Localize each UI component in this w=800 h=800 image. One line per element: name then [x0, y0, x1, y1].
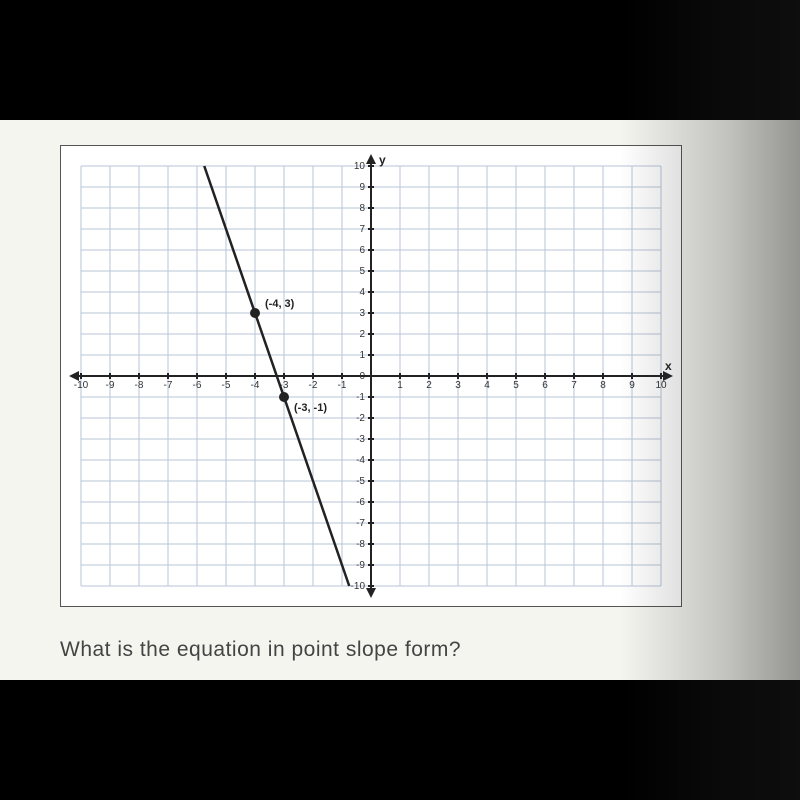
svg-text:1: 1 [397, 380, 403, 391]
svg-text:10: 10 [354, 161, 366, 172]
svg-text:-7: -7 [356, 518, 365, 529]
svg-text:-10: -10 [74, 380, 89, 391]
svg-text:-4: -4 [356, 455, 365, 466]
coordinate-graph: -10-9-8-7-6-5-4-3-2-112345678910-10-9-8-… [60, 145, 682, 607]
svg-text:(-3, -1): (-3, -1) [294, 402, 327, 414]
svg-text:7: 7 [571, 380, 577, 391]
svg-text:4: 4 [359, 287, 365, 298]
svg-text:y: y [379, 153, 386, 167]
svg-text:7: 7 [359, 224, 365, 235]
content-panel: -10-9-8-7-6-5-4-3-2-112345678910-10-9-8-… [0, 120, 800, 680]
svg-text:-4: -4 [251, 380, 260, 391]
svg-text:-8: -8 [135, 380, 144, 391]
svg-text:-10: -10 [351, 581, 366, 592]
svg-text:-8: -8 [356, 539, 365, 550]
svg-text:2: 2 [359, 329, 365, 340]
svg-text:6: 6 [359, 245, 365, 256]
svg-text:-3: -3 [356, 434, 365, 445]
svg-text:1: 1 [359, 350, 365, 361]
svg-text:10: 10 [655, 380, 667, 391]
svg-text:-6: -6 [193, 380, 202, 391]
svg-text:4: 4 [484, 380, 490, 391]
svg-text:-7: -7 [164, 380, 173, 391]
svg-text:5: 5 [513, 380, 519, 391]
svg-text:3: 3 [455, 380, 461, 391]
svg-text:2: 2 [426, 380, 432, 391]
svg-text:-5: -5 [222, 380, 231, 391]
graph-svg: -10-9-8-7-6-5-4-3-2-112345678910-10-9-8-… [61, 146, 681, 606]
svg-text:9: 9 [629, 380, 635, 391]
svg-text:-5: -5 [356, 476, 365, 487]
svg-text:-2: -2 [356, 413, 365, 424]
svg-text:3: 3 [359, 308, 365, 319]
svg-text:-2: -2 [309, 380, 318, 391]
svg-text:-1: -1 [356, 392, 365, 403]
svg-text:0: 0 [359, 371, 365, 382]
svg-text:x: x [665, 359, 672, 373]
svg-text:9: 9 [359, 182, 365, 193]
svg-text:5: 5 [359, 266, 365, 277]
svg-text:-9: -9 [106, 380, 115, 391]
svg-text:6: 6 [542, 380, 548, 391]
svg-text:-6: -6 [356, 497, 365, 508]
svg-text:8: 8 [600, 380, 606, 391]
svg-text:(-4, 3): (-4, 3) [265, 298, 295, 310]
svg-text:-1: -1 [338, 380, 347, 391]
svg-text:-9: -9 [356, 560, 365, 571]
svg-text:8: 8 [359, 203, 365, 214]
question-text: What is the equation in point slope form… [60, 638, 461, 662]
